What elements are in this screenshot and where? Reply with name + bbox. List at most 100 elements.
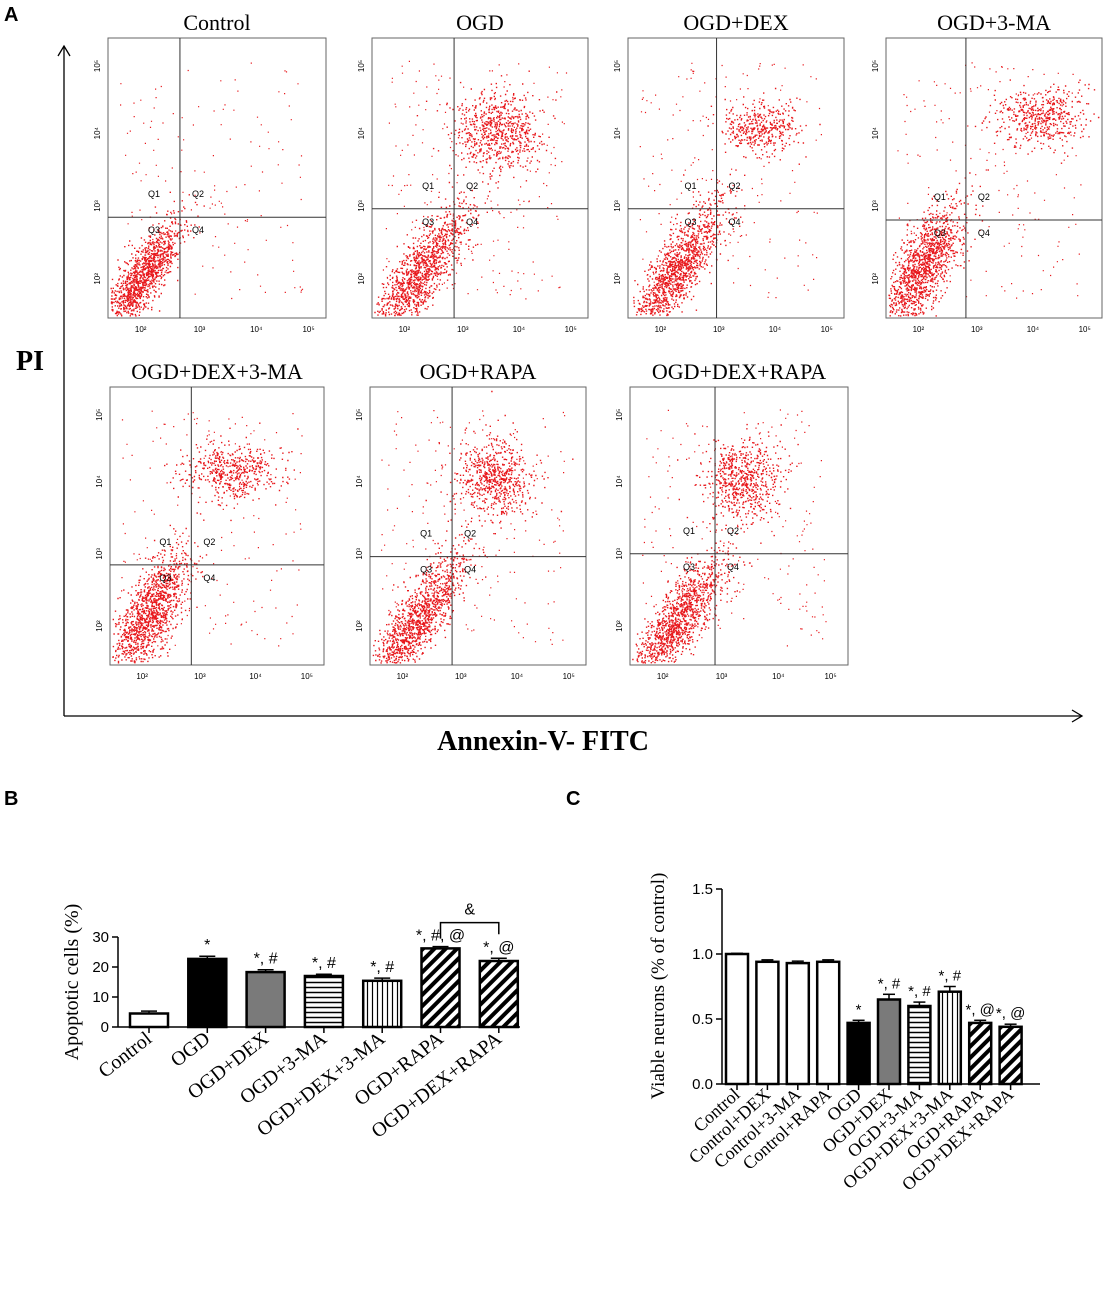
quadrant-label-q4: Q4 [466,217,478,227]
quadrant-label-q1: Q1 [683,526,695,536]
y-tick-label: 10⁴ [357,126,366,139]
quadrant-label-q4: Q4 [192,225,204,235]
y-tick-label: 10⁵ [871,60,880,72]
flow-plot-control: Control Q1 Q2 Q3 Q4 10² 10³ 10⁴ 10⁵ 10² 10³ 10⁴ 10⁵ [93,10,327,334]
y-tick-label: 10³ [615,548,624,560]
y-tick-label: 10⁵ [95,409,104,421]
y-tick-label: 10² [357,273,366,285]
y-tick-label: 10² [95,620,104,632]
quadrant-label-q2: Q2 [466,181,478,191]
bar-ogd [187,957,228,1029]
flow-plot-event-dots [374,60,568,317]
panel-a-letter: A [4,4,19,26]
flow-plot-event-dots [888,62,1100,317]
y-tick-label: 10⁵ [613,60,622,72]
significance-ogd-dex-rapa: *, @ [996,1005,1025,1022]
y-tick-label: 10⁴ [93,126,102,139]
x-tick-label: 10³ [971,325,983,334]
bracket-label: & [464,902,475,919]
y-tick-label: 30 [92,929,109,946]
bar-ogd [846,1021,871,1086]
bar-ogd-3-ma [907,1004,932,1086]
bar-control-3-ma [785,961,811,1086]
y-tick-label: 10 [92,989,109,1006]
flow-plot-frame [109,386,325,666]
bar-control-rapa [815,960,841,1086]
flow-plot-frame [629,386,849,666]
bar-control [128,1012,170,1029]
y-tick-label: 0.5 [692,1011,713,1028]
y-tick-label: 1.0 [692,946,713,963]
bar-ogd-dex-3-ma [937,990,963,1086]
flow-plot-title: OGD [456,10,504,35]
y-tick-label: 10⁵ [355,409,364,421]
y-tick-label: 10⁴ [613,126,622,139]
viable-neurons-chart: 0.0 0.5 1.0 1.5 Viable neurons (% of control… [648,873,1040,1194]
flow-plot-title: OGD+DEX [683,10,788,35]
quadrant-label-q2: Q2 [192,189,204,199]
y-tick-label: 10⁵ [93,60,102,72]
flow-plot-events [633,62,822,317]
flow-plot-frame [107,37,327,319]
x-tick-label: 10³ [194,672,206,681]
pi-axis-label: PI [16,346,44,377]
x-tick-label: 10² [135,325,147,334]
flow-plot-events [372,390,574,664]
quadrant-label-q3: Q3 [934,228,946,238]
flow-plot-event-dots [633,62,822,317]
y-tick-label: 10⁵ [615,409,624,421]
y-tick-label: 10³ [871,200,880,212]
x-tick-label: 10³ [457,325,469,334]
bar-ogd-dex-3-ma [361,979,403,1029]
x-tick-label: 10³ [716,672,728,681]
quadrant-label-q1: Q1 [934,192,946,202]
bar-ogd-rapa [420,947,461,1029]
y-tick-label: 1.5 [692,881,713,898]
x-tick-label: 10⁴ [250,325,263,334]
bar-ogd-dex-rapa [478,959,520,1029]
flow-plot-title: OGD+DEX+RAPA [652,359,826,384]
flow-plot-events [888,62,1100,317]
x-tick-label: 10² [399,325,411,334]
x-tick-label: 10³ [194,325,206,334]
x-tick-label: 10⁵ [563,672,575,681]
flow-plot-frame [371,37,589,319]
y-tick-label: 10⁴ [95,475,104,488]
x-tick-label: 10² [136,672,148,681]
quadrant-label-q4: Q4 [729,217,741,227]
x-tick-label: 10⁵ [301,672,313,681]
x-tick-label: 10⁵ [824,672,836,681]
flow-plot-ogd-rapa: OGD+RAPA Q1 Q2 Q3 Q4 10² 10³ 10⁴ 10⁵ 10² 10³ 10⁴ 10⁵ [355,359,587,681]
bar-ogd-dex-rapa [998,1025,1023,1086]
bar-ogd-dex [876,998,902,1086]
y-tick-label: 10⁵ [357,60,366,72]
significance-ogd: * [204,937,210,954]
flow-plot-title: Control [183,10,250,35]
flow-plot-title: OGD+RAPA [420,359,537,384]
quadrant-label-q3: Q3 [148,225,160,235]
flow-plot-events [374,60,568,317]
flow-plot-event-dots [372,390,574,664]
y-tick-label: 10⁴ [615,475,624,488]
y-tick-label: 10³ [95,548,104,560]
flow-plot-frame [627,37,845,319]
x-tick-label: 10⁴ [772,672,785,681]
y-tick-label: 0 [101,1019,109,1036]
flow-plot-event-dots [110,62,304,317]
x-tick-label: 10² [913,325,925,334]
y-tick-label: 10² [93,273,102,285]
significance-ogd-dex: *, # [254,951,278,968]
significance-ogd-dex: *, # [878,975,901,992]
y-tick-label: 10² [871,273,880,285]
x-tick-label: 10² [655,325,667,334]
flow-plot-ogd-dex-3-ma: OGD+DEX+3-MA Q1 Q2 Q3 Q4 10² 10³ 10⁴ 10⁵ 10² 10³ 10… [95,359,325,681]
y-axis-label: Apoptotic cells (%) [61,904,83,1061]
significance-bracket: & [439,902,500,939]
significance-ogd-3-ma: *, # [908,983,931,1000]
y-axis-label: Viable neurons (% of control) [648,873,669,1100]
flow-plot-events [632,409,827,664]
x-tick-label: 10⁵ [302,325,314,334]
x-tick-label: 10³ [455,672,467,681]
significance-ogd-dex-3-ma: *, # [939,968,962,985]
